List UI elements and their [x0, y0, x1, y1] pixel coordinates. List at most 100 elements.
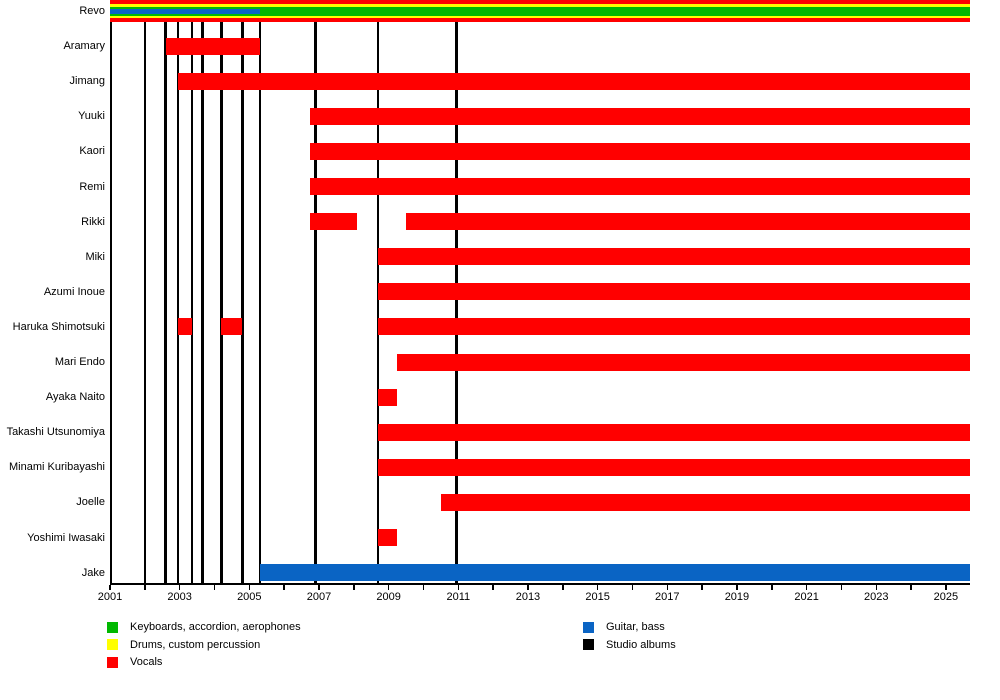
year-tick	[492, 585, 494, 590]
member-label: Minami Kuribayashi	[9, 461, 105, 474]
member-label: Azumi Inoue	[43, 285, 105, 298]
timeline-bar-guitar_bass	[110, 8, 260, 14]
year-tick-label: 2011	[446, 591, 471, 603]
year-tick	[701, 585, 703, 590]
year-tick-label: 2007	[306, 591, 332, 603]
legend-swatch-drums	[107, 639, 118, 650]
member-label: Mari Endo	[54, 356, 105, 368]
legend-item-albums: Studio albums	[583, 639, 676, 651]
year-tick	[875, 585, 877, 590]
member-label: Joelle	[76, 496, 105, 509]
studio-album-line	[143, 0, 147, 583]
year-tick-label: 2015	[585, 591, 610, 603]
year-tick-label: 2025	[933, 591, 959, 603]
year-tick	[178, 585, 181, 590]
timeline-bar-vocals	[310, 178, 971, 195]
timeline-bar-vocals	[221, 318, 243, 336]
timeline-bar-keyboards	[110, 6, 971, 16]
studio-album-line	[258, 0, 262, 583]
year-tick	[666, 585, 669, 590]
timeline-bar-vocals	[378, 529, 398, 546]
timeline-bar-vocals	[378, 248, 971, 266]
timeline-bar-vocals	[406, 213, 971, 231]
year-tick	[283, 585, 285, 590]
year-tick	[527, 585, 529, 590]
timeline-bar-vocals	[310, 107, 971, 125]
member-label: Kaori	[79, 145, 105, 158]
timeline-bar-vocals	[165, 37, 260, 55]
member-label: Revo	[79, 5, 105, 17]
legend-label-drums: Drums, custom percussion	[130, 638, 261, 651]
year-tick-label: 2023	[864, 591, 889, 603]
legend-item-vocals: Vocals	[107, 656, 162, 668]
timeline-bar-vocals	[397, 353, 971, 371]
member-label: Jimang	[69, 75, 105, 88]
year-tick	[353, 585, 355, 590]
year-tick-label: 2013	[515, 591, 541, 603]
year-tick	[805, 585, 808, 590]
legend-swatch-keyboards	[107, 621, 118, 633]
timeline-bar-vocals	[177, 72, 971, 90]
studio-album-line	[176, 0, 180, 583]
year-tick	[910, 585, 912, 590]
member-label: Yoshimi Iwasaki	[27, 531, 105, 544]
year-tick	[945, 585, 947, 590]
year-tick	[457, 585, 460, 590]
studio-album-line	[314, 0, 317, 583]
year-tick	[318, 585, 320, 590]
timeline-bar-vocals	[440, 493, 971, 511]
timeline-bar-guitar_bass	[259, 564, 971, 582]
year-tick	[596, 585, 599, 590]
studio-album-line	[190, 0, 194, 583]
year-tick	[109, 585, 111, 590]
year-tick-label: 2017	[655, 591, 680, 603]
y-axis-line	[110, 0, 112, 583]
year-tick	[144, 585, 146, 590]
year-tick	[771, 585, 773, 590]
year-tick	[631, 585, 634, 590]
legend-item-drums: Drums, custom percussion	[107, 639, 260, 651]
timeline-bar-vocals	[378, 458, 971, 476]
timeline-bar-vocals	[310, 213, 358, 231]
member-label: Yuuki	[78, 110, 105, 123]
year-tick	[736, 585, 738, 590]
year-tick	[387, 585, 390, 590]
legend-label-vocals: Vocals	[130, 656, 163, 668]
timeline-bar-vocals	[177, 318, 192, 336]
legend-label-keyboards: Keyboards, accordion, aerophones	[130, 621, 301, 633]
studio-album-line	[241, 0, 244, 583]
year-tick	[840, 585, 843, 590]
year-tick	[562, 585, 564, 590]
member-label: Haruka Shimotsuki	[12, 320, 105, 333]
legend-label-albums: Studio albums	[606, 638, 676, 651]
studio-album-line	[164, 0, 167, 583]
studio-album-line	[201, 0, 204, 583]
member-label: Miki	[85, 250, 105, 263]
legend-item-guitar_bass: Guitar, bass	[583, 621, 665, 633]
timeline-bar-vocals	[310, 142, 971, 160]
year-tick-label: 2001	[97, 591, 123, 603]
member-label: Ayaka Naito	[45, 391, 105, 404]
legend-label-guitar_bass: Guitar, bass	[606, 621, 665, 633]
year-tick-label: 2021	[794, 591, 819, 603]
legend-swatch-guitar_bass	[583, 621, 594, 633]
member-label: Takashi Utsunomiya	[6, 426, 105, 439]
legend-swatch-vocals	[107, 656, 118, 668]
timeline-bar-vocals	[378, 423, 971, 441]
year-tick-label: 2003	[167, 591, 192, 603]
legend-swatch-albums	[583, 639, 594, 650]
legend-item-keyboards: Keyboards, accordion, aerophones	[107, 621, 301, 633]
timeline-bar-vocals	[378, 388, 398, 406]
year-tick-label: 2009	[376, 591, 401, 603]
studio-album-line	[220, 0, 223, 583]
member-label: Rikki	[81, 215, 105, 228]
year-tick-label: 2019	[724, 591, 750, 603]
timeline-bar-vocals	[378, 283, 971, 301]
member-label: Jake	[81, 566, 105, 579]
year-tick	[213, 585, 216, 590]
year-tick	[422, 585, 425, 590]
member-label: Aramary	[63, 40, 105, 53]
x-axis-line	[110, 583, 971, 585]
year-tick-label: 2005	[237, 591, 262, 603]
